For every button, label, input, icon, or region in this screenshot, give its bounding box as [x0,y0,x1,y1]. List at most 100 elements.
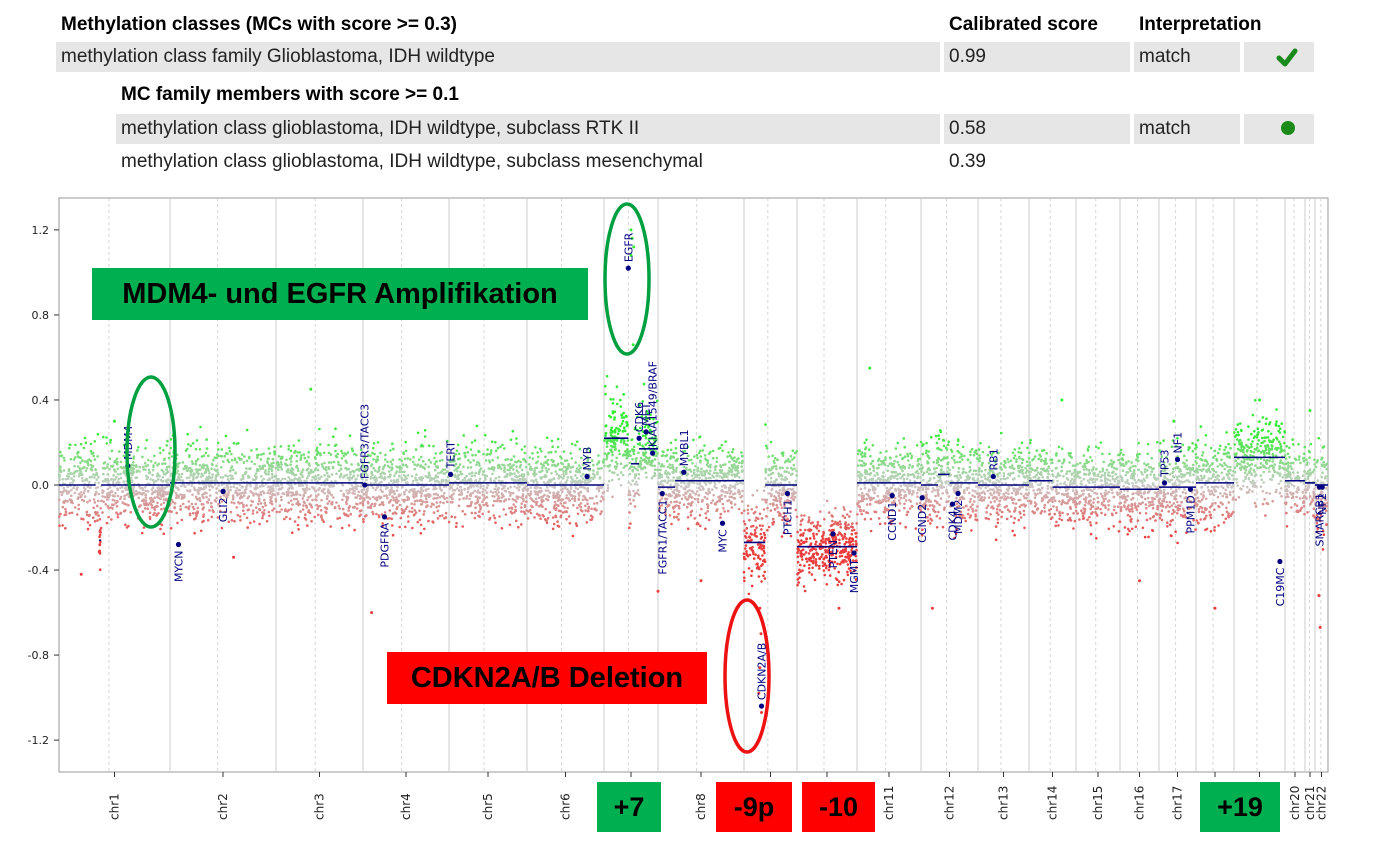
probe-point [156,495,159,499]
probe-point [211,473,214,476]
probe-point [433,480,437,483]
probe-point [847,523,850,526]
probe-point [261,467,265,470]
probe-point [388,470,391,473]
probe-point [249,484,252,488]
probe-point [541,495,545,498]
probe-point [629,483,633,486]
probe-point [678,494,681,497]
probe-point [510,458,513,461]
probe-point [315,503,319,507]
probe-point [591,477,595,481]
probe-point [338,507,342,510]
probe-point [111,494,115,497]
probe-point [318,504,322,508]
probe-point [586,502,589,506]
probe-point [285,490,289,494]
probe-point [225,494,229,498]
probe-point [70,499,73,503]
probe-point [619,405,623,408]
probe-point [64,510,68,514]
probe-point [427,519,430,523]
probe-point [355,485,358,488]
probe-point [401,478,405,482]
probe-point [210,467,213,471]
probe-point [195,471,199,474]
probe-point [799,563,802,567]
probe-point [295,493,299,496]
probe-point [457,465,461,469]
probe-point [500,527,504,530]
probe-point [383,476,387,479]
probe-point [196,489,199,492]
probe-point [622,416,626,419]
probe-point [158,446,162,450]
probe-point [151,473,154,477]
probe-point [392,490,395,494]
probe-point [609,397,612,401]
probe-point [339,467,343,471]
probe-point [101,495,104,498]
probe-point [119,460,123,464]
probe-point [629,502,632,505]
probe-point [689,470,693,473]
probe-point [388,466,392,469]
probe-point [491,504,495,507]
probe-point [222,460,225,463]
probe-point [723,474,726,478]
probe-point [76,497,80,501]
probe-point [545,521,549,525]
probe-point [106,498,109,501]
probe-point [462,434,466,437]
probe-point [544,507,547,511]
probe-point [77,492,81,496]
probe-point [288,517,292,521]
probe-point [555,472,559,476]
probe-point [740,511,744,515]
probe-point [301,468,305,472]
probe-point [538,514,541,517]
probe-point [673,500,676,504]
probe-point [61,490,65,494]
probe-point [539,462,543,466]
probe-point [373,504,376,508]
probe-point [180,472,184,476]
dot-icon [1244,114,1314,144]
probe-point [97,475,100,479]
probe-point [408,490,411,494]
probe-point [769,480,773,484]
probe-point [82,446,86,450]
probe-point [310,520,313,523]
probe-point [674,484,678,487]
probe-point [638,442,642,445]
probe-point [715,460,719,464]
probe-point [268,492,272,495]
probe-point [728,466,731,470]
probe-point [556,504,559,507]
probe-point [605,445,609,448]
probe-point [724,463,727,466]
probe-point [530,498,534,502]
probe-point [268,465,272,468]
probe-point [355,468,358,472]
probe-point [179,504,182,508]
probe-point [761,563,764,566]
probe-point [226,486,230,490]
probe-point [551,516,555,519]
probe-point [301,497,305,500]
family-members-header: MC family members with score >= 0.1 [121,84,459,105]
probe-point [286,488,290,491]
probe-point [752,511,756,515]
probe-point [549,480,553,483]
probe-point [253,474,257,478]
probe-point [588,496,592,500]
probe-point [797,571,800,575]
probe-point [735,460,738,464]
probe-point [330,473,334,476]
probe-point [460,489,463,492]
probe-point [919,457,922,461]
probe-point [59,454,63,458]
probe-point [510,507,514,510]
probe-point [513,472,516,475]
probe-point [839,525,842,529]
